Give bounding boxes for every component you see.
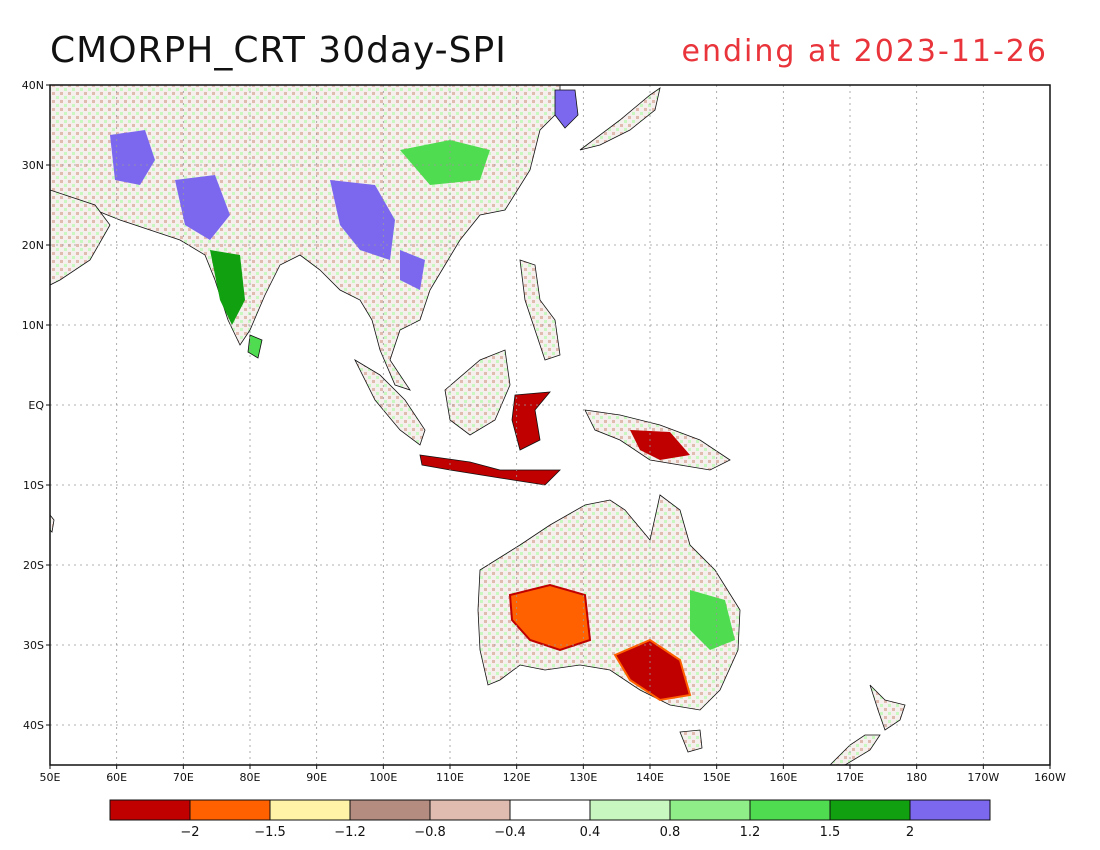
land-philippines [519,259,561,361]
wet-myanmar [330,180,395,260]
land-asia [50,85,561,391]
lon-axis: 50E 60E 70E 80E 90E 100E 110E 120E 130E 140E 150E 1… [40,765,1066,784]
land-borneo [444,349,511,436]
colorbar-label: −0.4 [494,825,526,840]
land-australia-dry-south [613,638,692,702]
colorbar: −2 −1.5 −1.2 −0.8 −0.4 0.4 0.8 1.2 1.5 2 [109,799,991,840]
colorbar-swatch [829,799,911,821]
land-australia-dry-west [508,583,592,652]
lon-tick-label: 60E [106,771,127,784]
lon-tick-label: 120E [503,771,531,784]
lon-tick-label: 180 [906,771,927,784]
map-frame [49,84,1051,766]
lon-tick-label: 70E [173,771,194,784]
colorbar-label: −1.5 [254,825,286,840]
land-java [419,454,561,486]
lat-tick-label: 20N [22,239,44,252]
colorbar-label: 1.5 [820,825,841,840]
lat-tick-label: EQ [28,399,44,412]
colorbar-label: 2 [906,825,914,840]
lon-tick-label: 170W [967,771,999,784]
colorbar-label: 0.4 [580,825,601,840]
colorbar-swatch [429,799,511,821]
lat-tick-label: 40S [23,719,44,732]
land-nz-south [829,734,881,765]
map-subtitle: ending at 2023-11-26 [681,34,1048,69]
lat-tick-label: 20S [23,559,44,572]
lon-tick-label: 160E [769,771,797,784]
land-sulawesi [511,391,551,451]
lon-tick-label: 50E [40,771,61,784]
colorbar-label: 1.2 [740,825,761,840]
colorbar-swatch [669,799,751,821]
colorbar-swatch [589,799,671,821]
colorbar-swatch [189,799,271,821]
colorbar-swatch [109,799,191,821]
lat-tick-label: 30S [23,639,44,652]
colorbar-label: −2 [180,825,199,840]
land-nz-north [869,684,906,731]
colorbar-label: 0.8 [660,825,681,840]
land-madagascar [50,514,55,533]
colorbar-swatch [349,799,431,821]
lon-tick-label: 170E [836,771,864,784]
wet-china [400,140,490,185]
land-tasmania [679,729,703,753]
land-sri-lanka [247,334,263,359]
lon-tick-label: 80E [240,771,261,784]
land-sumatra [354,358,426,446]
grid-lines [50,85,1050,765]
lon-tick-label: 130E [569,771,597,784]
lon-tick-label: 90E [306,771,327,784]
land-layer [50,85,906,765]
land-new-guinea-dry [630,430,690,460]
colorbar-label: −0.8 [414,825,446,840]
wet-australia-east [690,590,735,650]
land-arabia [50,189,111,286]
wet-india [175,175,230,240]
land-korea [554,89,579,129]
lon-tick-label: 140E [636,771,664,784]
wet-indochina [400,250,425,290]
wet-tibet [110,130,155,185]
colorbar-swatch [269,799,351,821]
colorbar-label: −1.2 [334,825,366,840]
lon-tick-label: 150E [703,771,731,784]
lat-tick-label: 10S [23,479,44,492]
lat-axis: 40N 30N 20N 10N EQ 10S 20S 30S 40S [22,79,50,732]
colorbar-swatch [509,799,591,821]
wet-india-south [210,250,245,325]
lat-tick-label: 40N [22,79,44,92]
lon-tick-label: 160W [1034,771,1066,784]
colorbar-swatch [749,799,831,821]
lat-tick-label: 30N [22,159,44,172]
lat-tick-label: 10N [22,319,44,332]
map-title: CMORPH_CRT 30day-SPI [50,30,507,71]
land-japan [579,87,661,151]
lon-tick-label: 100E [369,771,397,784]
lon-tick-label: 110E [436,771,464,784]
colorbar-swatch [909,799,991,821]
